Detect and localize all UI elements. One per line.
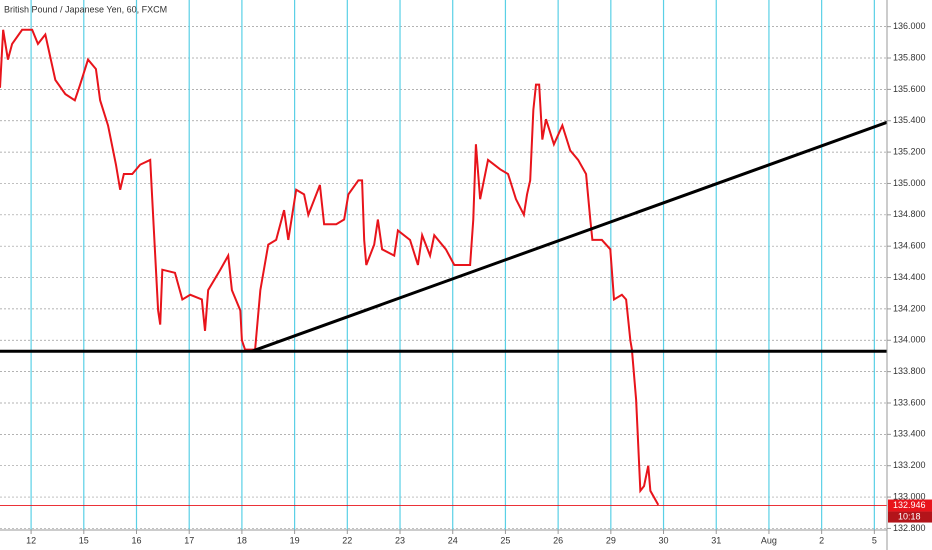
x-tick-label: 17 xyxy=(184,535,194,545)
x-tick-label: 2 xyxy=(819,535,824,545)
x-tick-label: 12 xyxy=(26,535,36,545)
trend-line xyxy=(251,120,888,353)
countdown-box xyxy=(888,511,932,523)
y-tick-label: 134.400 xyxy=(893,272,926,282)
y-tick-label: 133.000 xyxy=(893,491,926,501)
x-tick-label: 23 xyxy=(395,535,405,545)
countdown: 10:18 xyxy=(898,511,921,521)
x-tick-label: 5 xyxy=(872,535,877,545)
y-tick-label: 135.400 xyxy=(893,115,926,125)
y-tick-label: 135.800 xyxy=(893,52,926,62)
y-tick-label: 134.600 xyxy=(893,241,926,251)
price-line xyxy=(0,28,660,506)
price-tag xyxy=(888,499,932,512)
x-tick-label: 29 xyxy=(606,535,616,545)
chart-title: British Pound / Japanese Yen, 60, FXCM xyxy=(4,4,167,14)
y-tick-label: 134.800 xyxy=(893,209,926,219)
y-tick-label: 135.600 xyxy=(893,84,926,94)
price-tag-label: 132.946 xyxy=(893,500,926,510)
y-tick-label: 136.000 xyxy=(893,21,926,31)
y-tick-label: 133.800 xyxy=(893,366,926,376)
labels: 132.800 133.000 133.200 133.400 133.600 133.8… xyxy=(26,21,932,545)
x-tick-label: 22 xyxy=(342,535,352,545)
y-tick-label: 135.200 xyxy=(893,146,926,156)
y-tick-label: 135.000 xyxy=(893,178,926,188)
x-tick-label: 19 xyxy=(290,535,300,545)
marks xyxy=(0,28,888,506)
x-tick-label: 31 xyxy=(711,535,721,545)
y-tick-label: 133.400 xyxy=(893,429,926,439)
x-tick-label: Aug xyxy=(761,535,777,545)
x-tick-label: 16 xyxy=(131,535,141,545)
y-tick-label: 132.800 xyxy=(893,523,926,533)
x-tick-label: 25 xyxy=(500,535,510,545)
x-tick-label: 15 xyxy=(79,535,89,545)
x-tick-label: 24 xyxy=(448,535,458,545)
grid xyxy=(0,0,887,530)
y-tick-label: 133.200 xyxy=(893,460,926,470)
y-tick-label: 134.200 xyxy=(893,303,926,313)
x-tick-label: 18 xyxy=(237,535,247,545)
y-tick-label: 133.600 xyxy=(893,397,926,407)
x-tick-label: 30 xyxy=(659,535,669,545)
x-tick-label: 26 xyxy=(553,535,563,545)
y-tick-label: 134.000 xyxy=(893,335,926,345)
